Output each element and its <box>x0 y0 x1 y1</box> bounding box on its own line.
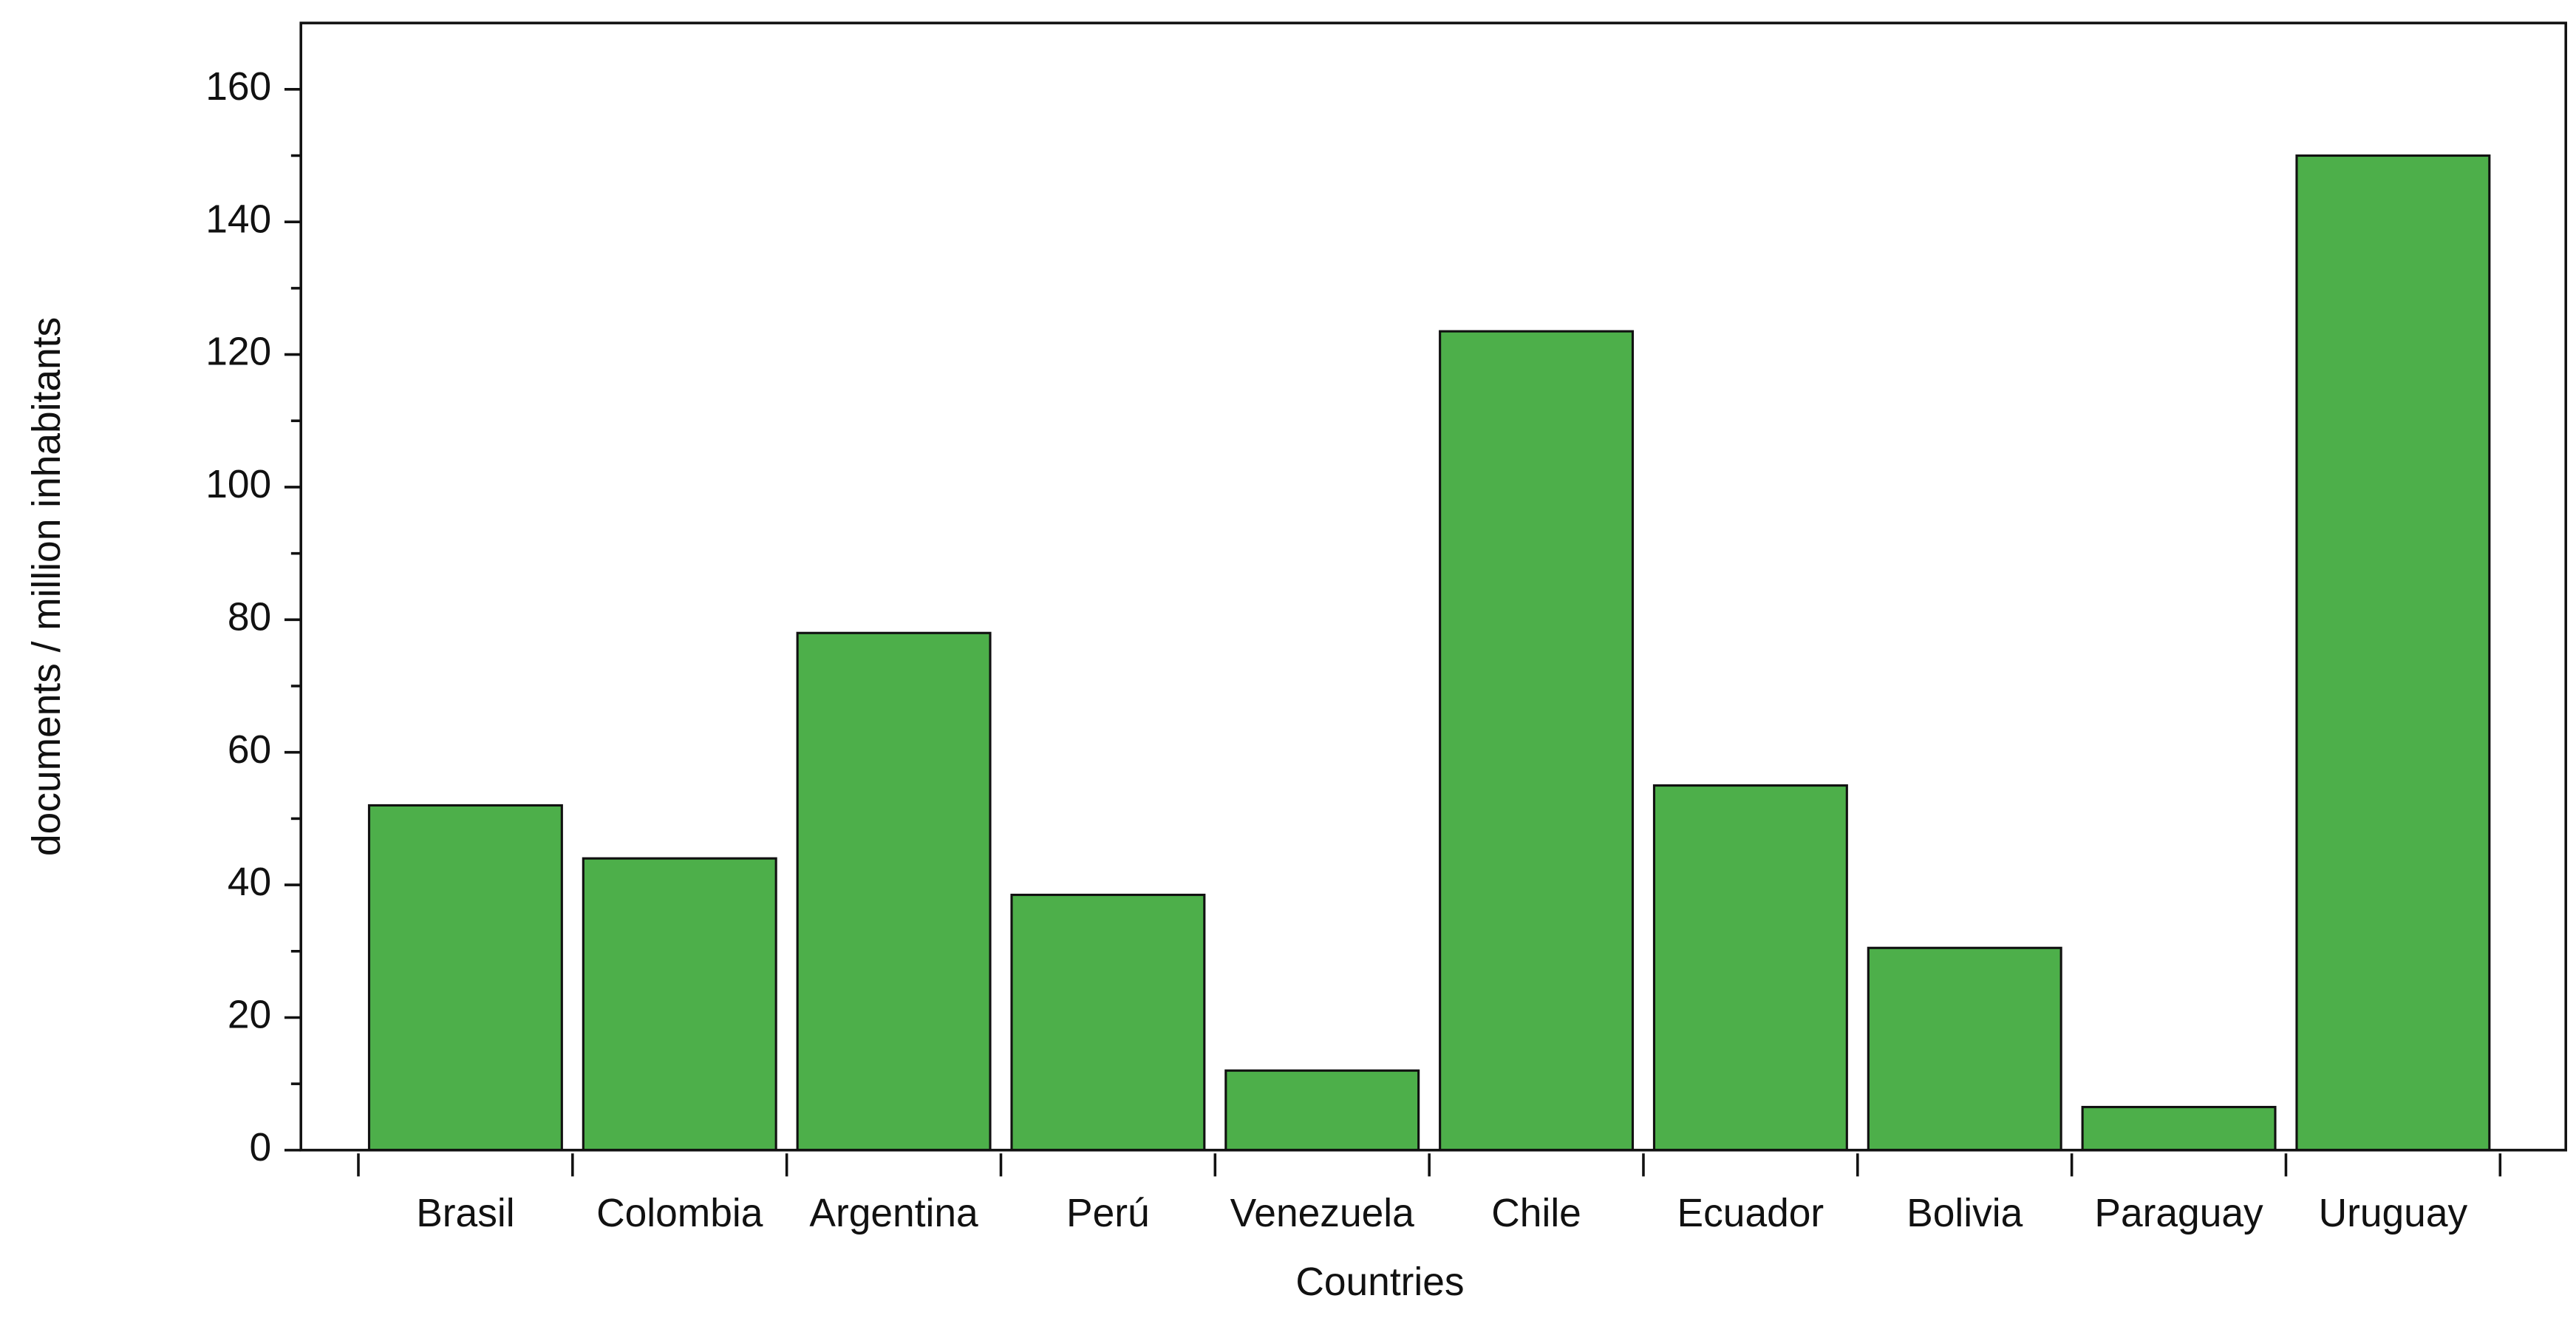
x-tick-label: Paraguay <box>2094 1192 2263 1235</box>
x-tick-label: Chile <box>1491 1192 1581 1235</box>
bar <box>367 804 563 1152</box>
y-tick-label: 20 <box>228 994 271 1037</box>
x-tick-label: Colombia <box>596 1192 763 1235</box>
bar <box>1010 893 1206 1152</box>
y-tick-label: 60 <box>228 728 271 772</box>
bar <box>796 631 992 1152</box>
y-tick-label: 0 <box>250 1126 272 1169</box>
y-tick-label: 140 <box>205 197 271 241</box>
bar <box>1652 784 1848 1152</box>
x-tick-label: Uruguay <box>2319 1192 2468 1235</box>
x-tick-label: Argentina <box>809 1192 978 1235</box>
y-axis-label: documents / million inhabitants <box>25 317 69 856</box>
x-tick-label: Venezuela <box>1230 1192 1414 1235</box>
bar <box>582 857 777 1152</box>
y-tick-label: 40 <box>228 860 271 904</box>
y-tick-label: 160 <box>205 65 271 109</box>
plot-frame <box>299 21 2567 1152</box>
bar <box>1867 946 2062 1152</box>
x-tick-label: Perú <box>1066 1192 1150 1235</box>
bar <box>2295 154 2491 1152</box>
x-tick-label: Brasil <box>416 1192 514 1235</box>
y-tick-label: 100 <box>205 463 271 506</box>
y-tick-label: 120 <box>205 330 271 374</box>
bar <box>1224 1069 1420 1152</box>
x-tick-label: Bolivia <box>1907 1192 2023 1235</box>
x-tick-label: Ecuador <box>1677 1192 1824 1235</box>
x-axis-label: Countries <box>1295 1260 1464 1304</box>
bar <box>2081 1105 2277 1152</box>
bar <box>1439 330 1635 1152</box>
y-tick-label: 80 <box>228 595 271 639</box>
